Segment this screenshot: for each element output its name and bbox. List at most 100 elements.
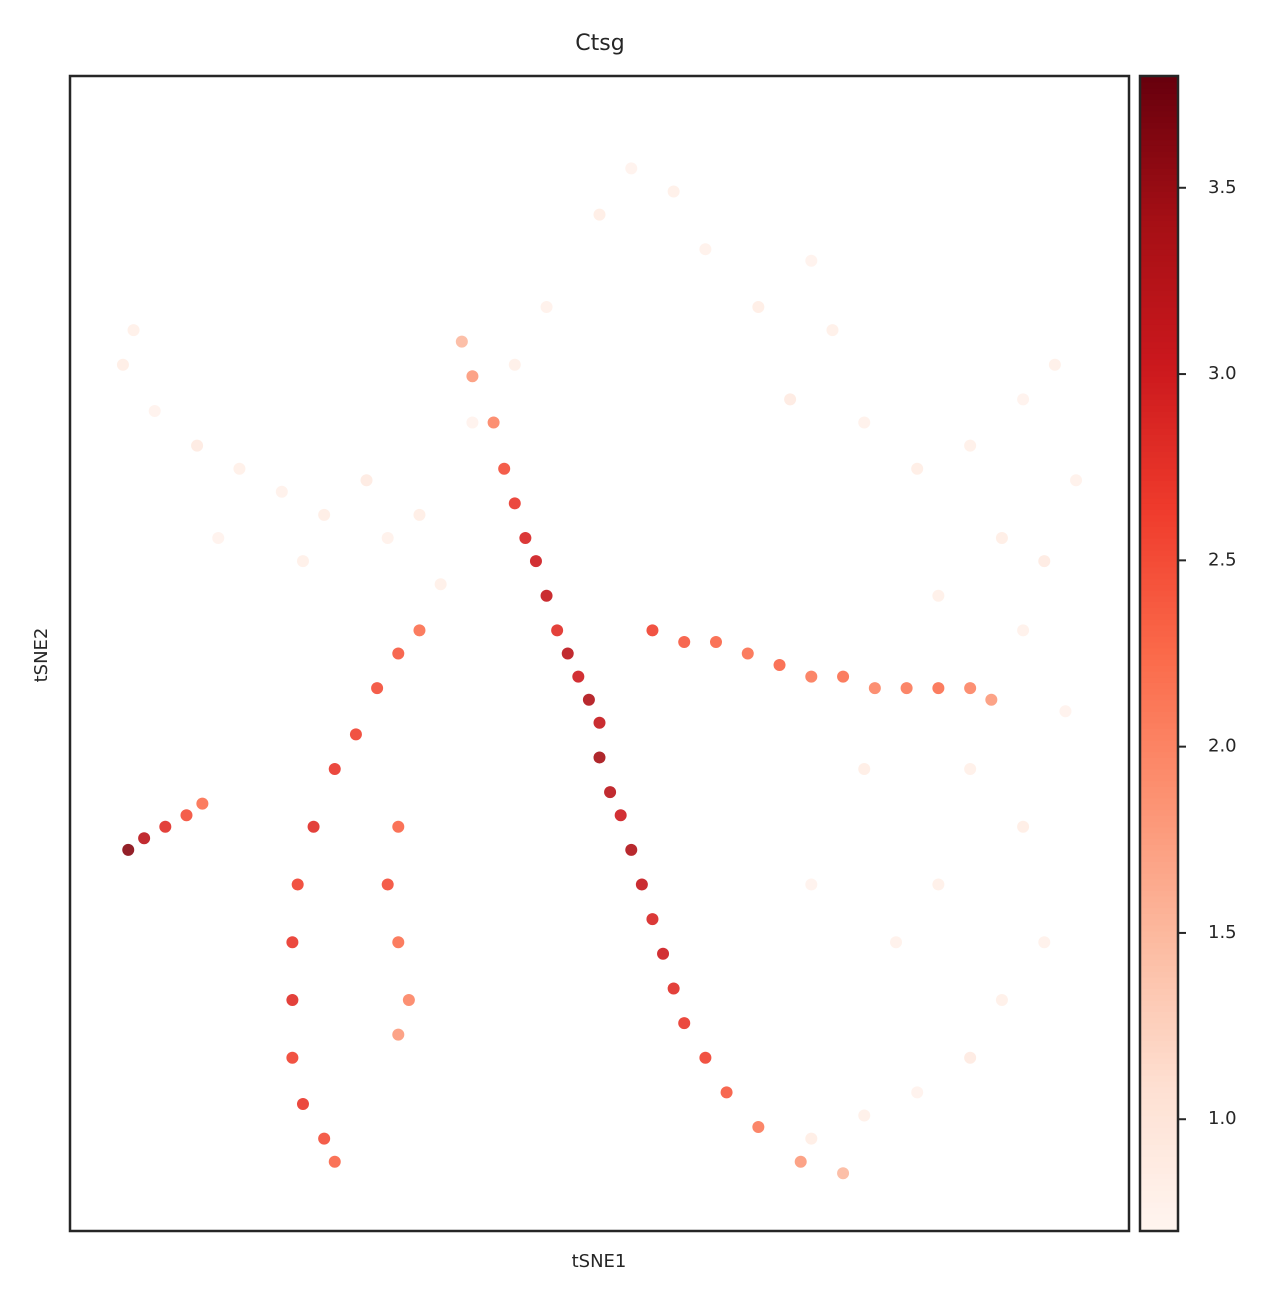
colorbar-step [1140, 578, 1178, 585]
colorbar-step [1140, 665, 1178, 672]
point [635, 878, 648, 891]
point [625, 162, 638, 175]
point [196, 797, 209, 810]
colorbar-step [1140, 289, 1178, 297]
colorbar-step [1140, 1179, 1178, 1186]
colorbar-step [1140, 486, 1178, 493]
colorbar-step [1140, 1040, 1178, 1047]
colorbar-step [1140, 491, 1178, 499]
colorbar-step [1140, 156, 1178, 164]
point [773, 659, 786, 672]
point [138, 832, 151, 845]
colorbar-frame [1138, 74, 1180, 1233]
colorbar-step [1140, 151, 1178, 158]
colorbar-step [1140, 226, 1178, 233]
point [307, 820, 320, 833]
point [890, 936, 903, 949]
point [328, 1155, 341, 1168]
point [837, 1167, 850, 1180]
colorbar-step [1140, 405, 1178, 412]
point [805, 878, 818, 891]
point [1017, 624, 1030, 637]
point [964, 763, 977, 775]
colorbar-step [1140, 1115, 1178, 1122]
point [784, 393, 797, 406]
point [233, 462, 246, 475]
colorbar-step [1140, 688, 1178, 695]
colorbar-step [1140, 393, 1178, 400]
colorbar-step [1140, 266, 1178, 273]
colorbar-step [1140, 988, 1178, 995]
point [614, 809, 627, 822]
colorbar-step [1140, 1098, 1178, 1105]
colorbar-step [1140, 122, 1178, 129]
point [826, 324, 839, 337]
point [127, 324, 140, 337]
colorbar-step [1140, 307, 1178, 314]
point [466, 416, 479, 429]
colorbar-step [1140, 624, 1178, 631]
colorbar-step [1140, 220, 1178, 227]
colorbar-step [1140, 872, 1178, 880]
points [116, 162, 1083, 1180]
colorbar-step [1140, 728, 1178, 735]
point [805, 1132, 818, 1145]
colorbar-step [1140, 191, 1178, 198]
colorbar-step [1140, 607, 1178, 614]
point [858, 416, 871, 429]
colorbar-step [1140, 693, 1178, 701]
colorbar-step [1140, 641, 1178, 649]
colorbar-step [1140, 826, 1178, 834]
colorbar-step [1140, 99, 1178, 106]
point [328, 763, 341, 775]
point [932, 878, 945, 891]
colorbar-step [1140, 1080, 1178, 1088]
colorbar-step [1140, 324, 1178, 331]
colorbar-step [1140, 341, 1178, 349]
colorbar-step [1140, 272, 1178, 279]
colorbar-step [1140, 676, 1178, 683]
colorbar-step [1140, 410, 1178, 418]
point [657, 947, 670, 960]
colorbar-step [1140, 197, 1178, 204]
point [868, 682, 881, 695]
colorbar-step [1140, 526, 1178, 533]
y-axis-label: tSNE2 [31, 628, 52, 683]
colorbar-step [1140, 1225, 1178, 1232]
point [752, 1121, 765, 1134]
colorbar: 1.0 1.5 2.0 2.5 3.0 3.5 [1140, 76, 1237, 1232]
chart-title: Ctsg [575, 31, 624, 56]
point [625, 843, 638, 856]
colorbar-step [1140, 116, 1178, 123]
colorbar-step [1140, 439, 1178, 447]
colorbar-step [1140, 555, 1178, 562]
colorbar-step [1140, 127, 1178, 135]
point [932, 682, 945, 695]
colorbar-step [1140, 1184, 1178, 1192]
colorbar-step [1140, 174, 1178, 181]
point [392, 936, 405, 949]
colorbar-step [1140, 711, 1178, 718]
colorbar-step [1140, 532, 1178, 539]
colorbar-step [1140, 376, 1178, 383]
point [858, 763, 871, 775]
colorbar-step [1140, 1017, 1178, 1024]
colorbar-step [1140, 861, 1178, 868]
point [148, 404, 161, 417]
colorbar-step [1140, 330, 1178, 337]
colorbar-step [1140, 971, 1178, 978]
colorbar-step [1140, 474, 1178, 481]
colorbar-step [1140, 480, 1178, 487]
colorbar-step [1140, 965, 1178, 972]
colorbar-step [1140, 699, 1178, 707]
point [699, 1051, 712, 1064]
point [741, 647, 754, 660]
colorbar-step [1140, 838, 1178, 845]
point [911, 462, 924, 475]
point [709, 635, 722, 648]
colorbar-step [1140, 618, 1178, 626]
colorbar-step [1140, 1109, 1178, 1117]
point [678, 1017, 691, 1030]
colorbar-step [1140, 907, 1178, 914]
